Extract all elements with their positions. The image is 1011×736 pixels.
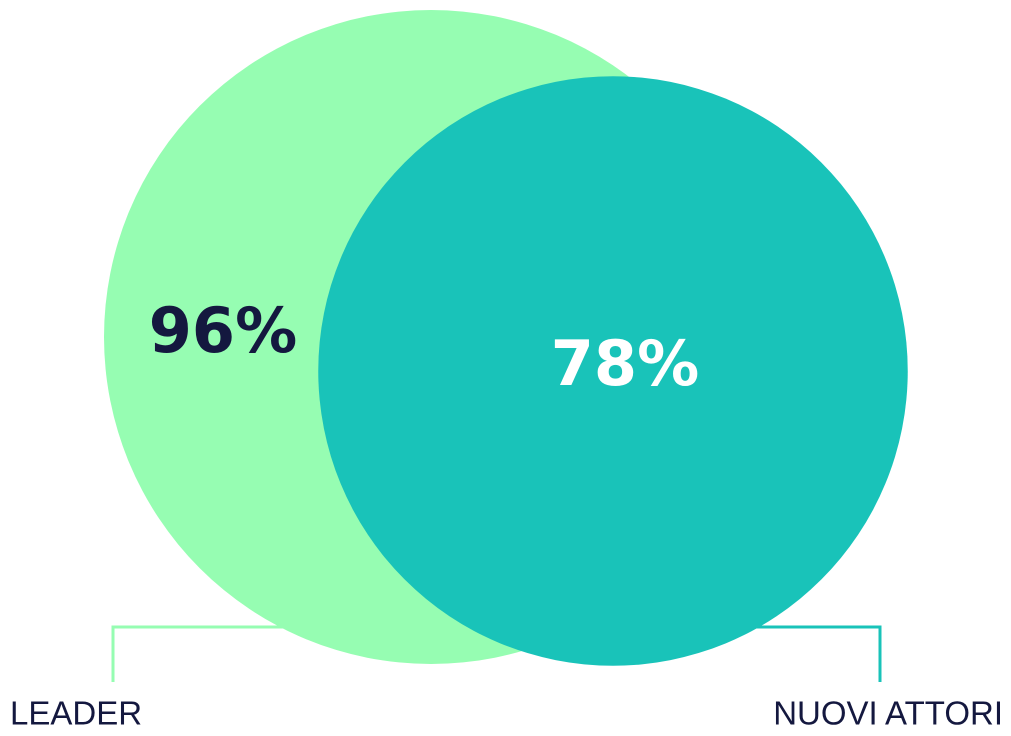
circle: [318, 76, 908, 666]
value-label: 96%: [149, 294, 297, 367]
bracket: [740, 625, 882, 682]
category-label: NUOVI ATTORI: [773, 695, 1003, 732]
category-label: LEADER: [10, 695, 142, 732]
value-label: 78%: [551, 327, 699, 400]
bracket: [111, 625, 290, 682]
